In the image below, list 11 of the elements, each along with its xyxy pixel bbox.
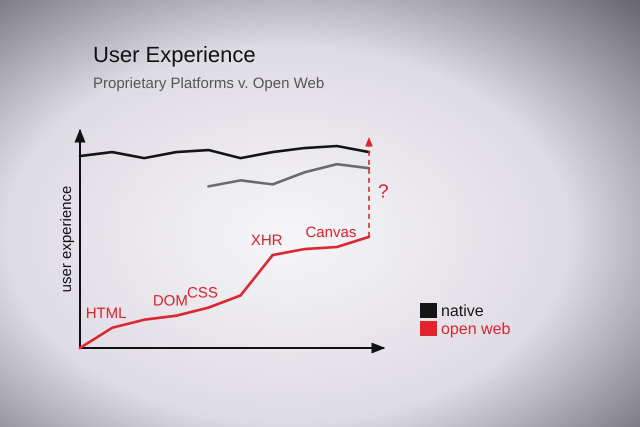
annotation: HTML	[86, 304, 127, 322]
annotation: Canvas	[305, 224, 356, 241]
chart-subtitle: Proprietary Platforms v. Open Web	[93, 75, 324, 92]
annotation: CSS	[187, 284, 218, 302]
annotation: XHR	[250, 232, 283, 250]
annotation: ?	[378, 181, 389, 202]
annotation: DOM	[152, 292, 188, 310]
y-axis-title: user experience	[58, 186, 75, 292]
legend-label: open web	[441, 321, 510, 338]
legend-label: native	[441, 303, 484, 320]
chart-title: User Experience	[93, 42, 256, 67]
